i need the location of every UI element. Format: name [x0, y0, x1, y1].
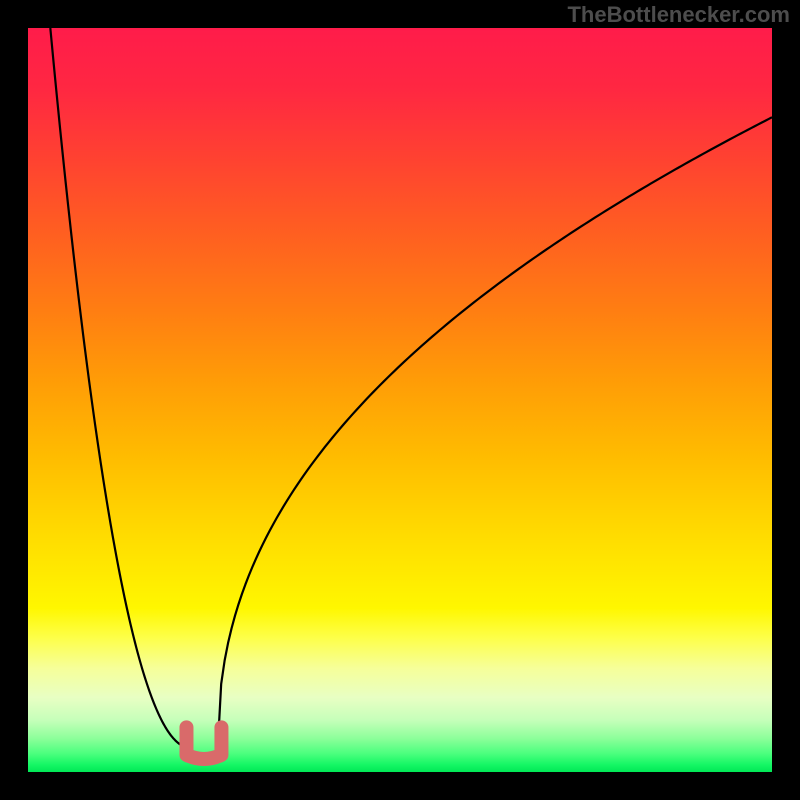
plot-area [28, 28, 772, 772]
watermark-text: TheBottlenecker.com [567, 2, 790, 28]
bottleneck-curve-left [50, 28, 191, 748]
bottleneck-curve-right [218, 117, 772, 748]
optimal-point-marker [186, 727, 221, 759]
chart-container: TheBottlenecker.com [0, 0, 800, 800]
plot-svg [28, 28, 772, 772]
